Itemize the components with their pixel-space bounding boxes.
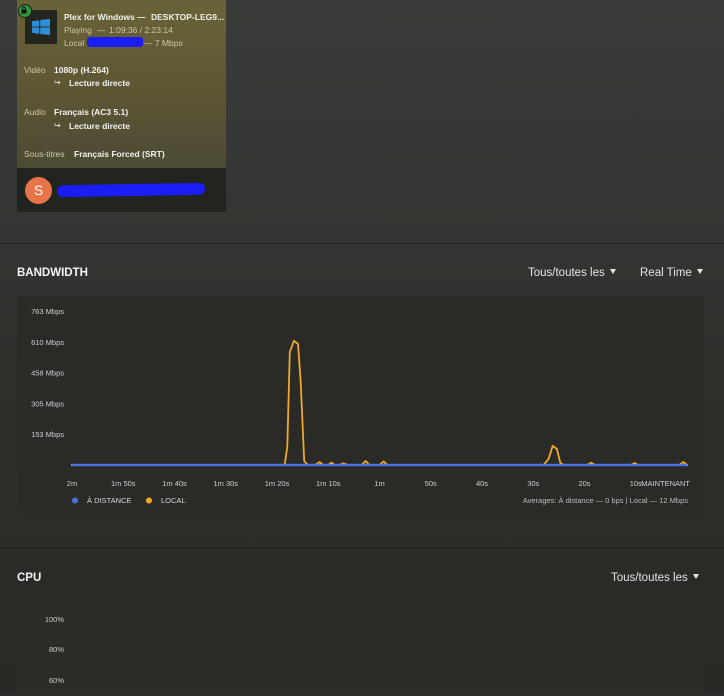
y-tick-label: 458 Mbps (31, 369, 64, 378)
device-name: DESKTOP-LEG9... (151, 12, 225, 22)
x-tick-label: 2m (67, 479, 77, 488)
app-tile (25, 10, 57, 44)
x-tick-label: 1m 30s (213, 479, 238, 488)
cpu-chart: 60% 80% 100% (45, 615, 65, 685)
bandwidth-value: — 7 Mbps (144, 38, 183, 48)
bandwidth-filter-dropdown[interactable]: Tous/toutes les (528, 267, 616, 279)
bandwidth-filter-label: Tous/toutes les (528, 267, 605, 279)
x-tick-label: 10s (630, 479, 642, 488)
audio-value: Français (AC3 5.1) (54, 107, 129, 117)
lock-icon (18, 4, 32, 18)
redacted-address (87, 37, 143, 47)
y-tick-label: 305 Mbps (31, 399, 64, 408)
video-value: 1080p (H.264) (54, 65, 109, 75)
chevron-down-icon (692, 574, 699, 580)
legend-label: LOCAL (161, 496, 186, 505)
bandwidth-title: BANDWIDTH (17, 267, 88, 279)
y-tick-label: 763 Mbps (31, 307, 64, 316)
subtitles-value: Français Forced (SRT) (74, 149, 165, 159)
video-label: Vidéo (24, 65, 46, 75)
cpu-chart-panel: 60% 80% 100% (17, 600, 704, 691)
legend-marker (146, 497, 152, 504)
series-line-local (71, 340, 688, 466)
playback-status: Playing (64, 25, 92, 35)
time-range-label: Real Time (640, 267, 692, 279)
x-tick-label: 1m (374, 479, 384, 488)
user-row[interactable]: S (17, 168, 226, 212)
bandwidth-chart-panel: 153 Mbps 305 Mbps 458 Mbps 610 Mbps 763 Mbps… (17, 296, 704, 514)
audio-mode: Lecture directe (69, 121, 130, 131)
section-divider (0, 548, 724, 549)
time-range-dropdown[interactable]: Real Time (640, 267, 703, 279)
y-tick-label: 80% (49, 645, 64, 654)
direct-play-arrow-icon: ↪ (54, 121, 61, 130)
x-tick-label: 1m 50s (111, 479, 136, 488)
x-tick-label: 30s (527, 479, 539, 488)
y-tick-label: 153 Mbps (31, 430, 64, 439)
x-tick-label: 20s (578, 479, 590, 488)
y-tick-label: 610 Mbps (31, 338, 64, 347)
y-tick-label: 100% (45, 615, 65, 624)
avatar[interactable]: S (25, 177, 52, 204)
x-tick-label: 1m 20s (265, 479, 290, 488)
legend-marker (72, 497, 78, 504)
chevron-down-icon (696, 269, 703, 275)
chevron-down-icon (609, 269, 616, 275)
cpu-title: CPU (17, 572, 42, 584)
app-name: Plex for Windows (64, 12, 135, 22)
playback-progress: 1:09:36 / 2:23:14 (109, 25, 173, 35)
x-tick-label: 1m 40s (162, 479, 187, 488)
title-separator: — (137, 12, 146, 22)
bandwidth-chart: 153 Mbps 305 Mbps 458 Mbps 610 Mbps 763 Mbps… (31, 307, 690, 505)
y-tick-label: 60% (49, 676, 64, 685)
x-tick-label: 40s (476, 479, 488, 488)
direct-play-arrow-icon: ↪ (54, 78, 61, 87)
x-tick-label: 50s (425, 479, 437, 488)
windows-icon (32, 19, 50, 35)
audio-label: Audio (24, 107, 46, 117)
x-tick-label: 1m 10s (316, 479, 341, 488)
x-tick-label: MAINTENANT (641, 479, 690, 488)
video-mode: Lecture directe (69, 78, 130, 88)
now-playing-card[interactable]: Plex for Windows — DESKTOP-LEG9... Playi… (17, 0, 226, 212)
subtitles-label: Sous-titres (24, 149, 65, 159)
section-divider (0, 243, 724, 244)
bandwidth-averages: Averages: À distance — 0 bps | Local — 1… (523, 496, 688, 505)
now-playing-details: Plex for Windows — DESKTOP-LEG9... Playi… (17, 0, 226, 168)
redacted-username (56, 182, 206, 198)
network-label: Local (64, 38, 85, 48)
cpu-filter-dropdown[interactable]: Tous/toutes les (611, 572, 699, 584)
legend-label: À DISTANCE (87, 496, 131, 505)
cpu-filter-label: Tous/toutes les (611, 572, 688, 584)
